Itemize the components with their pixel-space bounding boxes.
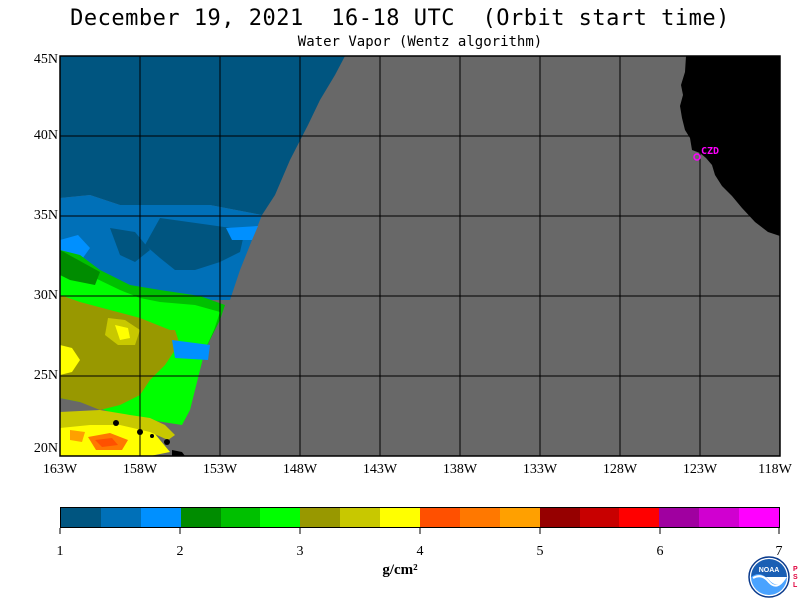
- colorbar-tick-label: 7: [775, 544, 783, 559]
- colorbar-tick-label: 5: [536, 544, 544, 559]
- colorbar-swatch: [619, 508, 660, 527]
- station-marker: [693, 153, 701, 161]
- colorbar-tick-label: 3: [296, 544, 304, 559]
- colorbar-tick-label: 4: [416, 544, 424, 559]
- colorbar-swatch: [739, 508, 780, 527]
- colorbar-swatch: [459, 508, 500, 527]
- colorbar-swatch: [140, 508, 181, 527]
- colorbar-swatch: [260, 508, 301, 527]
- map-frame: [59, 55, 781, 457]
- lat-label: 45N: [33, 52, 58, 67]
- colorbar-swatch: [539, 508, 580, 527]
- colorbar-swatch: [180, 508, 221, 527]
- colorbar-swatch: [100, 508, 141, 527]
- lon-label: 128W: [602, 462, 638, 477]
- noaa-logo-text: NOAA: [759, 567, 780, 574]
- colorbar-tick-label: 2: [176, 544, 184, 559]
- colorbar-swatch: [220, 508, 261, 527]
- hawaii-islands: [113, 420, 185, 456]
- lat-label: 20N: [33, 441, 58, 456]
- lon-label: 158W: [122, 462, 158, 477]
- colorbar-swatch: [380, 508, 421, 527]
- north-america-land: [680, 56, 780, 236]
- lon-label: 153W: [202, 462, 238, 477]
- lon-label: 148W: [282, 462, 318, 477]
- colorbar-swatch: [499, 508, 540, 527]
- lon-label: 123W: [682, 462, 718, 477]
- lon-label: 163W: [42, 462, 78, 477]
- colorbar-units: g/cm²: [382, 562, 418, 578]
- plot-subtitle: Water Vapor (Wentz algorithm): [297, 34, 543, 50]
- colorbar-swatch: [579, 508, 620, 527]
- noaa-logo: NOAA: [748, 556, 790, 598]
- station-label: CZD: [701, 146, 720, 157]
- colorbar-swatch: [300, 508, 341, 527]
- colorbar-swatch: [340, 508, 381, 527]
- colorbar-tick-label: 1: [56, 544, 64, 559]
- lon-label: 118W: [758, 462, 792, 477]
- colorbar-swatch: [659, 508, 700, 527]
- colorbar: [60, 507, 780, 528]
- lon-label: 138W: [442, 462, 478, 477]
- graticule: [60, 56, 780, 456]
- lat-label: 30N: [33, 288, 58, 303]
- colorbar-tick-label: 6: [656, 544, 664, 559]
- lat-label: 25N: [33, 368, 58, 383]
- plot-title: December 19, 2021 16-18 UTC (Orbit start…: [70, 6, 730, 31]
- colorbar-swatch: [420, 508, 460, 527]
- colorbar-ticks: [59, 528, 780, 534]
- lon-label: 133W: [522, 462, 558, 477]
- colorbar-swatch: [61, 508, 101, 527]
- lat-label: 40N: [33, 128, 58, 143]
- lat-label: 35N: [33, 208, 58, 223]
- lon-label: 143W: [362, 462, 398, 477]
- colorbar-swatch: [699, 508, 740, 527]
